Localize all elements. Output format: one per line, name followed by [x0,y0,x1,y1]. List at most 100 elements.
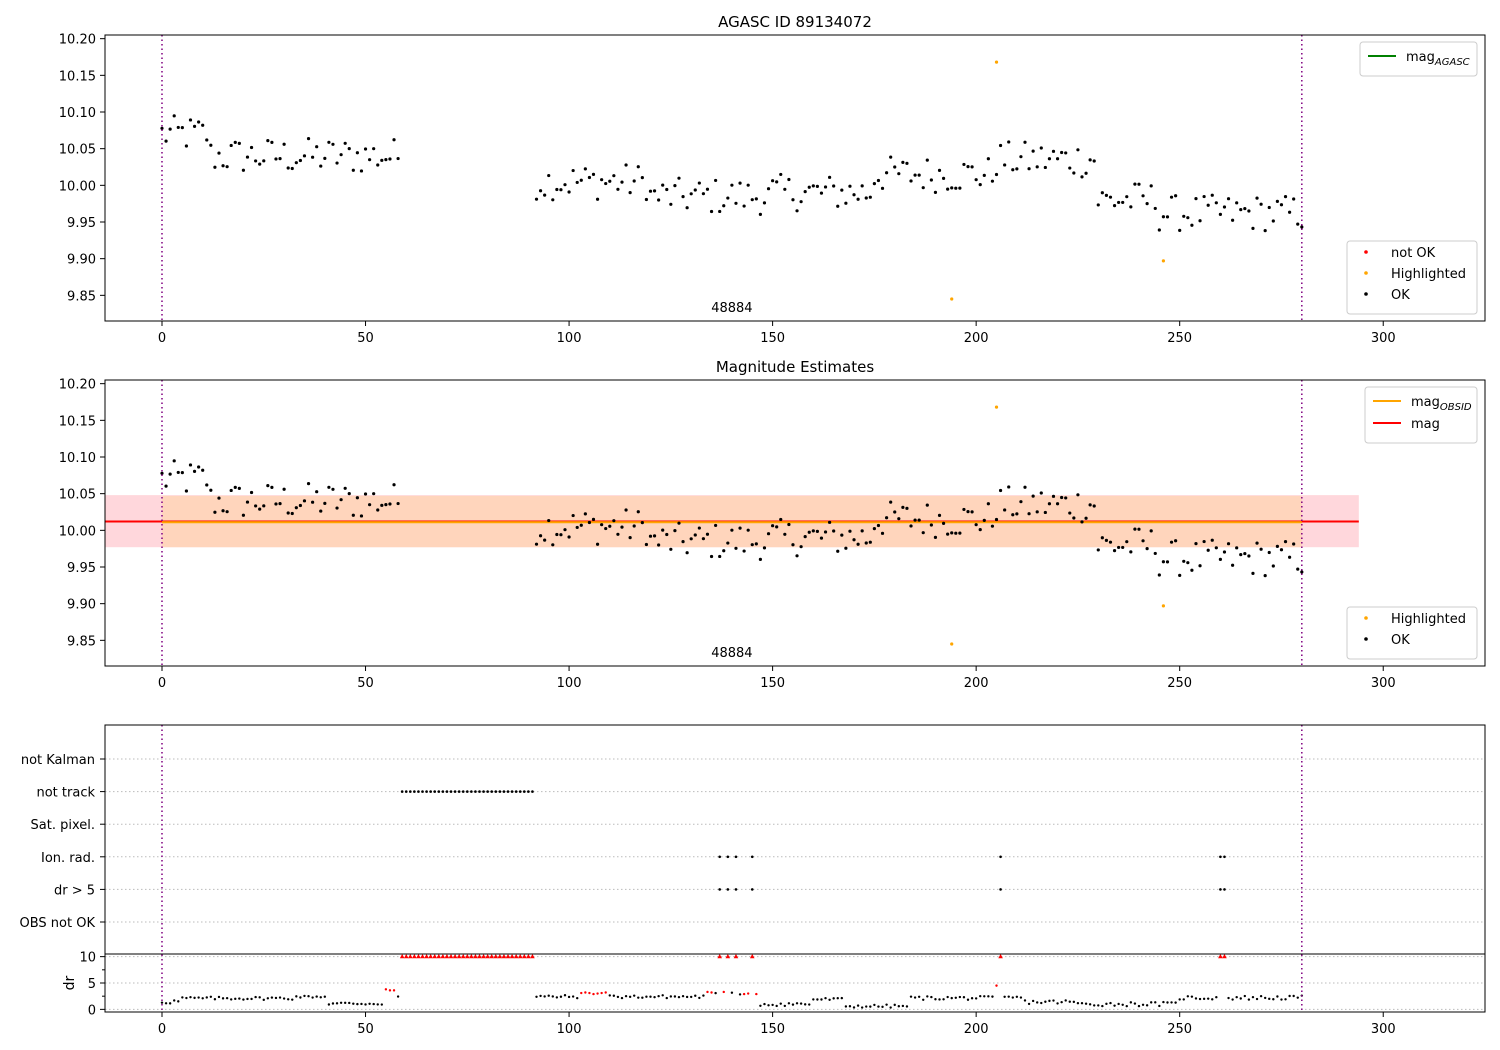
y-tick-label: 10.10 [59,451,96,466]
ok-point [946,187,950,191]
ok-point [278,502,282,506]
ok-point [848,529,852,533]
ok-point [388,157,392,161]
ok-point [604,526,608,531]
ok-point [343,141,347,145]
dr-clipped-marker [1222,954,1227,959]
ok-point [762,546,767,550]
highlighted-point [994,405,999,409]
dr-ok-point [368,1002,371,1005]
ok-point [1210,538,1214,542]
highlighted-point [1161,259,1166,263]
dr-ok-point [1113,1004,1116,1007]
dr-ok-point [1040,1001,1043,1005]
ok-point [1169,540,1174,544]
dr-ok-point [274,996,278,1000]
ok-point [941,176,946,180]
ok-point [986,157,990,161]
ok-point [771,179,775,183]
ok-point [266,484,270,488]
ok-point [547,518,551,523]
dr-clipped-marker [469,954,474,959]
ok-point [1174,194,1178,198]
legend-point-swatch [1364,250,1368,254]
dr-ok-point [1003,995,1006,998]
dr-clipped-marker [1218,954,1223,959]
ok-point [974,178,978,182]
dr-clipped-marker [998,954,1003,959]
ok-point [339,498,343,502]
dr-ok-point [1231,998,1234,1001]
ok-point [192,469,197,473]
dr-ok-point [1145,1004,1149,1007]
dr-ok-point [917,995,921,998]
ok-point [917,518,921,522]
ok-point [1247,209,1251,213]
dr-ok-point [1174,1001,1177,1004]
ok-point [709,209,714,214]
ok-point [1182,214,1186,218]
ok-point [608,524,612,528]
ok-point [775,180,779,184]
ok-point [669,202,673,206]
ok-point [648,189,653,193]
ok-point [1015,512,1019,516]
ok-point [217,151,221,155]
ok-point [547,173,551,178]
flag-point [999,855,1002,859]
ok-point [245,155,250,159]
dr-ok-point [860,1006,864,1009]
ok-point [233,140,237,144]
ok-point [1039,146,1043,150]
x-axis: 0 50 100 150 200 250 300 [158,1012,1396,1037]
x-tick-label: 0 [158,1022,166,1037]
ok-point [754,542,758,546]
x-tick-label: 100 [557,1022,582,1037]
ok-point [722,204,726,208]
ok-point [1072,171,1076,175]
ok-point [1080,175,1084,179]
dr-ok-point [1162,1000,1165,1004]
ok-point [1145,202,1149,206]
ok-point [889,500,893,504]
dr-ok-point [1251,995,1255,999]
ok-point [954,186,958,190]
ok-point [1076,493,1080,497]
ok-point [306,137,311,141]
ok-point [197,465,201,469]
dr-not-ok-point [584,991,587,994]
dr-clipped-marker [501,954,507,959]
ok-point [534,197,539,201]
flag-point [506,790,510,793]
ok-point [1222,550,1227,554]
dr-ok-point [812,998,815,1001]
ok-point [929,523,933,527]
ok-point [1218,212,1222,217]
ok-point [368,158,372,162]
ok-point [1019,500,1023,504]
ok-point [730,183,734,187]
dr-ok-point [767,1004,770,1007]
ok-point [1108,195,1113,199]
dr-not-ok-point [588,991,591,995]
ok-point [1145,547,1149,551]
ok-point [974,523,978,527]
dr-ok-point [266,997,270,1000]
dr-clipped-marker [505,954,511,959]
ok-point [612,174,616,178]
ok-point [1300,225,1304,229]
ok-point [351,168,355,172]
ok-point [828,520,832,524]
flag-point [750,888,754,891]
ok-point [164,484,168,488]
flag-point [734,855,738,859]
dr-ok-point [1235,995,1238,999]
ok-point [640,521,644,525]
ok-point [779,517,783,522]
ok-point [1255,541,1259,545]
dr-clipped-marker [452,954,458,959]
ok-point [750,198,754,202]
ok-point [1137,527,1141,531]
legend-box [1359,41,1478,77]
dr-ok-point [1276,995,1279,998]
